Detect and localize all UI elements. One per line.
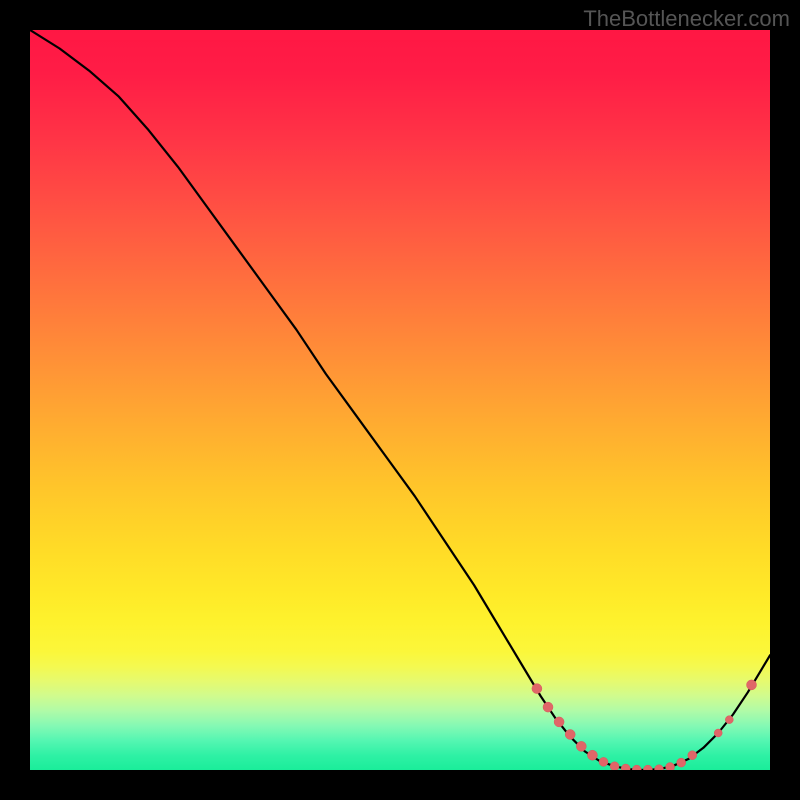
- chart-container: TheBottlenecker.com: [0, 0, 800, 800]
- data-marker: [532, 684, 542, 694]
- chart-background: [30, 30, 770, 770]
- data-marker: [688, 751, 697, 760]
- data-marker: [587, 750, 597, 760]
- chart-svg: [30, 30, 770, 770]
- data-marker: [599, 757, 608, 766]
- data-marker: [725, 716, 733, 724]
- data-marker: [747, 680, 757, 690]
- data-marker: [554, 717, 564, 727]
- data-marker: [666, 763, 675, 770]
- data-marker: [576, 741, 586, 751]
- data-marker: [714, 729, 722, 737]
- data-marker: [543, 702, 553, 712]
- plot-area: [30, 30, 770, 770]
- data-marker: [677, 758, 686, 767]
- data-marker: [610, 762, 619, 770]
- data-marker: [565, 729, 575, 739]
- watermark-text: TheBottlenecker.com: [583, 6, 790, 32]
